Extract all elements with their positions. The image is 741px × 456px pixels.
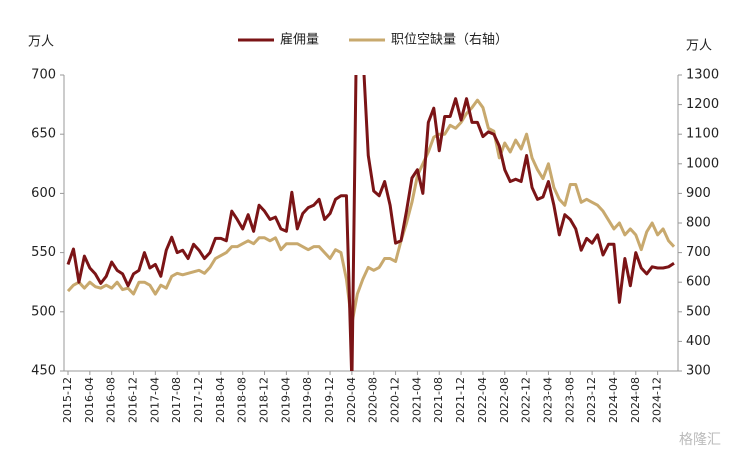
y2-tick-label: 600 [686, 275, 711, 290]
x-tick-label: 2020-12 [389, 377, 402, 423]
series-line [66, 75, 675, 371]
x-tick-label: 2022-04 [476, 377, 489, 423]
y2-tick-label: 500 [686, 304, 711, 319]
x-tick-label: 2022-12 [520, 377, 533, 423]
x-tick-label: 2021-12 [454, 377, 467, 423]
legend-label: 职位空缺量（右轴） [391, 33, 508, 48]
y2-tick-label: 900 [686, 186, 711, 201]
x-tick-label: 2020-08 [367, 377, 380, 423]
x-tick-label: 2019-12 [323, 377, 336, 423]
y-tick-label: 550 [31, 245, 56, 260]
y2-tick-label: 700 [686, 245, 711, 260]
x-tick-label: 2018-12 [258, 377, 271, 423]
x-tick-label: 2016-04 [83, 377, 96, 423]
legend-label: 雇佣量 [280, 32, 319, 48]
x-tick-label: 2015-12 [61, 377, 74, 423]
y2-tick-label: 1000 [686, 156, 719, 171]
y2-unit: 万人 [686, 39, 712, 54]
x-tick-label: 2023-08 [563, 377, 576, 423]
x-tick-label: 2021-04 [410, 377, 423, 423]
x-tick-label: 2020-04 [345, 377, 358, 423]
x-tick-label: 2024-08 [629, 377, 642, 423]
y2-tick-label: 1300 [686, 68, 719, 83]
x-tick-label: 2016-12 [127, 377, 140, 423]
x-tick-label: 2018-04 [214, 377, 227, 423]
y2-tick-label: 800 [686, 216, 711, 231]
x-tick-label: 2023-12 [585, 377, 598, 423]
y2-tick-label: 400 [686, 334, 711, 349]
y-unit: 万人 [28, 35, 54, 50]
x-tick-label: 2017-08 [170, 377, 183, 423]
y-tick-label: 600 [31, 186, 56, 201]
y2-tick-label: 1200 [686, 97, 719, 112]
x-tick-label: 2023-04 [541, 377, 554, 423]
x-tick-label: 2021-08 [432, 377, 445, 423]
y-tick-label: 700 [31, 68, 56, 83]
y2-tick-label: 1100 [686, 127, 719, 142]
x-tick-label: 2017-12 [192, 377, 205, 423]
y-tick-label: 450 [31, 364, 56, 379]
x-tick-label: 2019-04 [279, 377, 292, 423]
x-tick-label: 2024-12 [651, 377, 664, 423]
series-line [66, 98, 676, 326]
x-tick-label: 2016-08 [105, 377, 118, 423]
watermark: 格隆汇 [679, 432, 721, 448]
y-tick-label: 650 [31, 127, 56, 142]
x-tick-label: 2018-08 [236, 377, 249, 423]
x-tick-label: 2017-04 [148, 377, 161, 423]
y-tick-label: 500 [31, 304, 56, 319]
x-tick-label: 2019-08 [301, 377, 314, 423]
x-tick-label: 2022-08 [498, 377, 511, 423]
x-tick-label: 2024-04 [607, 377, 620, 423]
y2-tick-label: 300 [686, 364, 711, 379]
